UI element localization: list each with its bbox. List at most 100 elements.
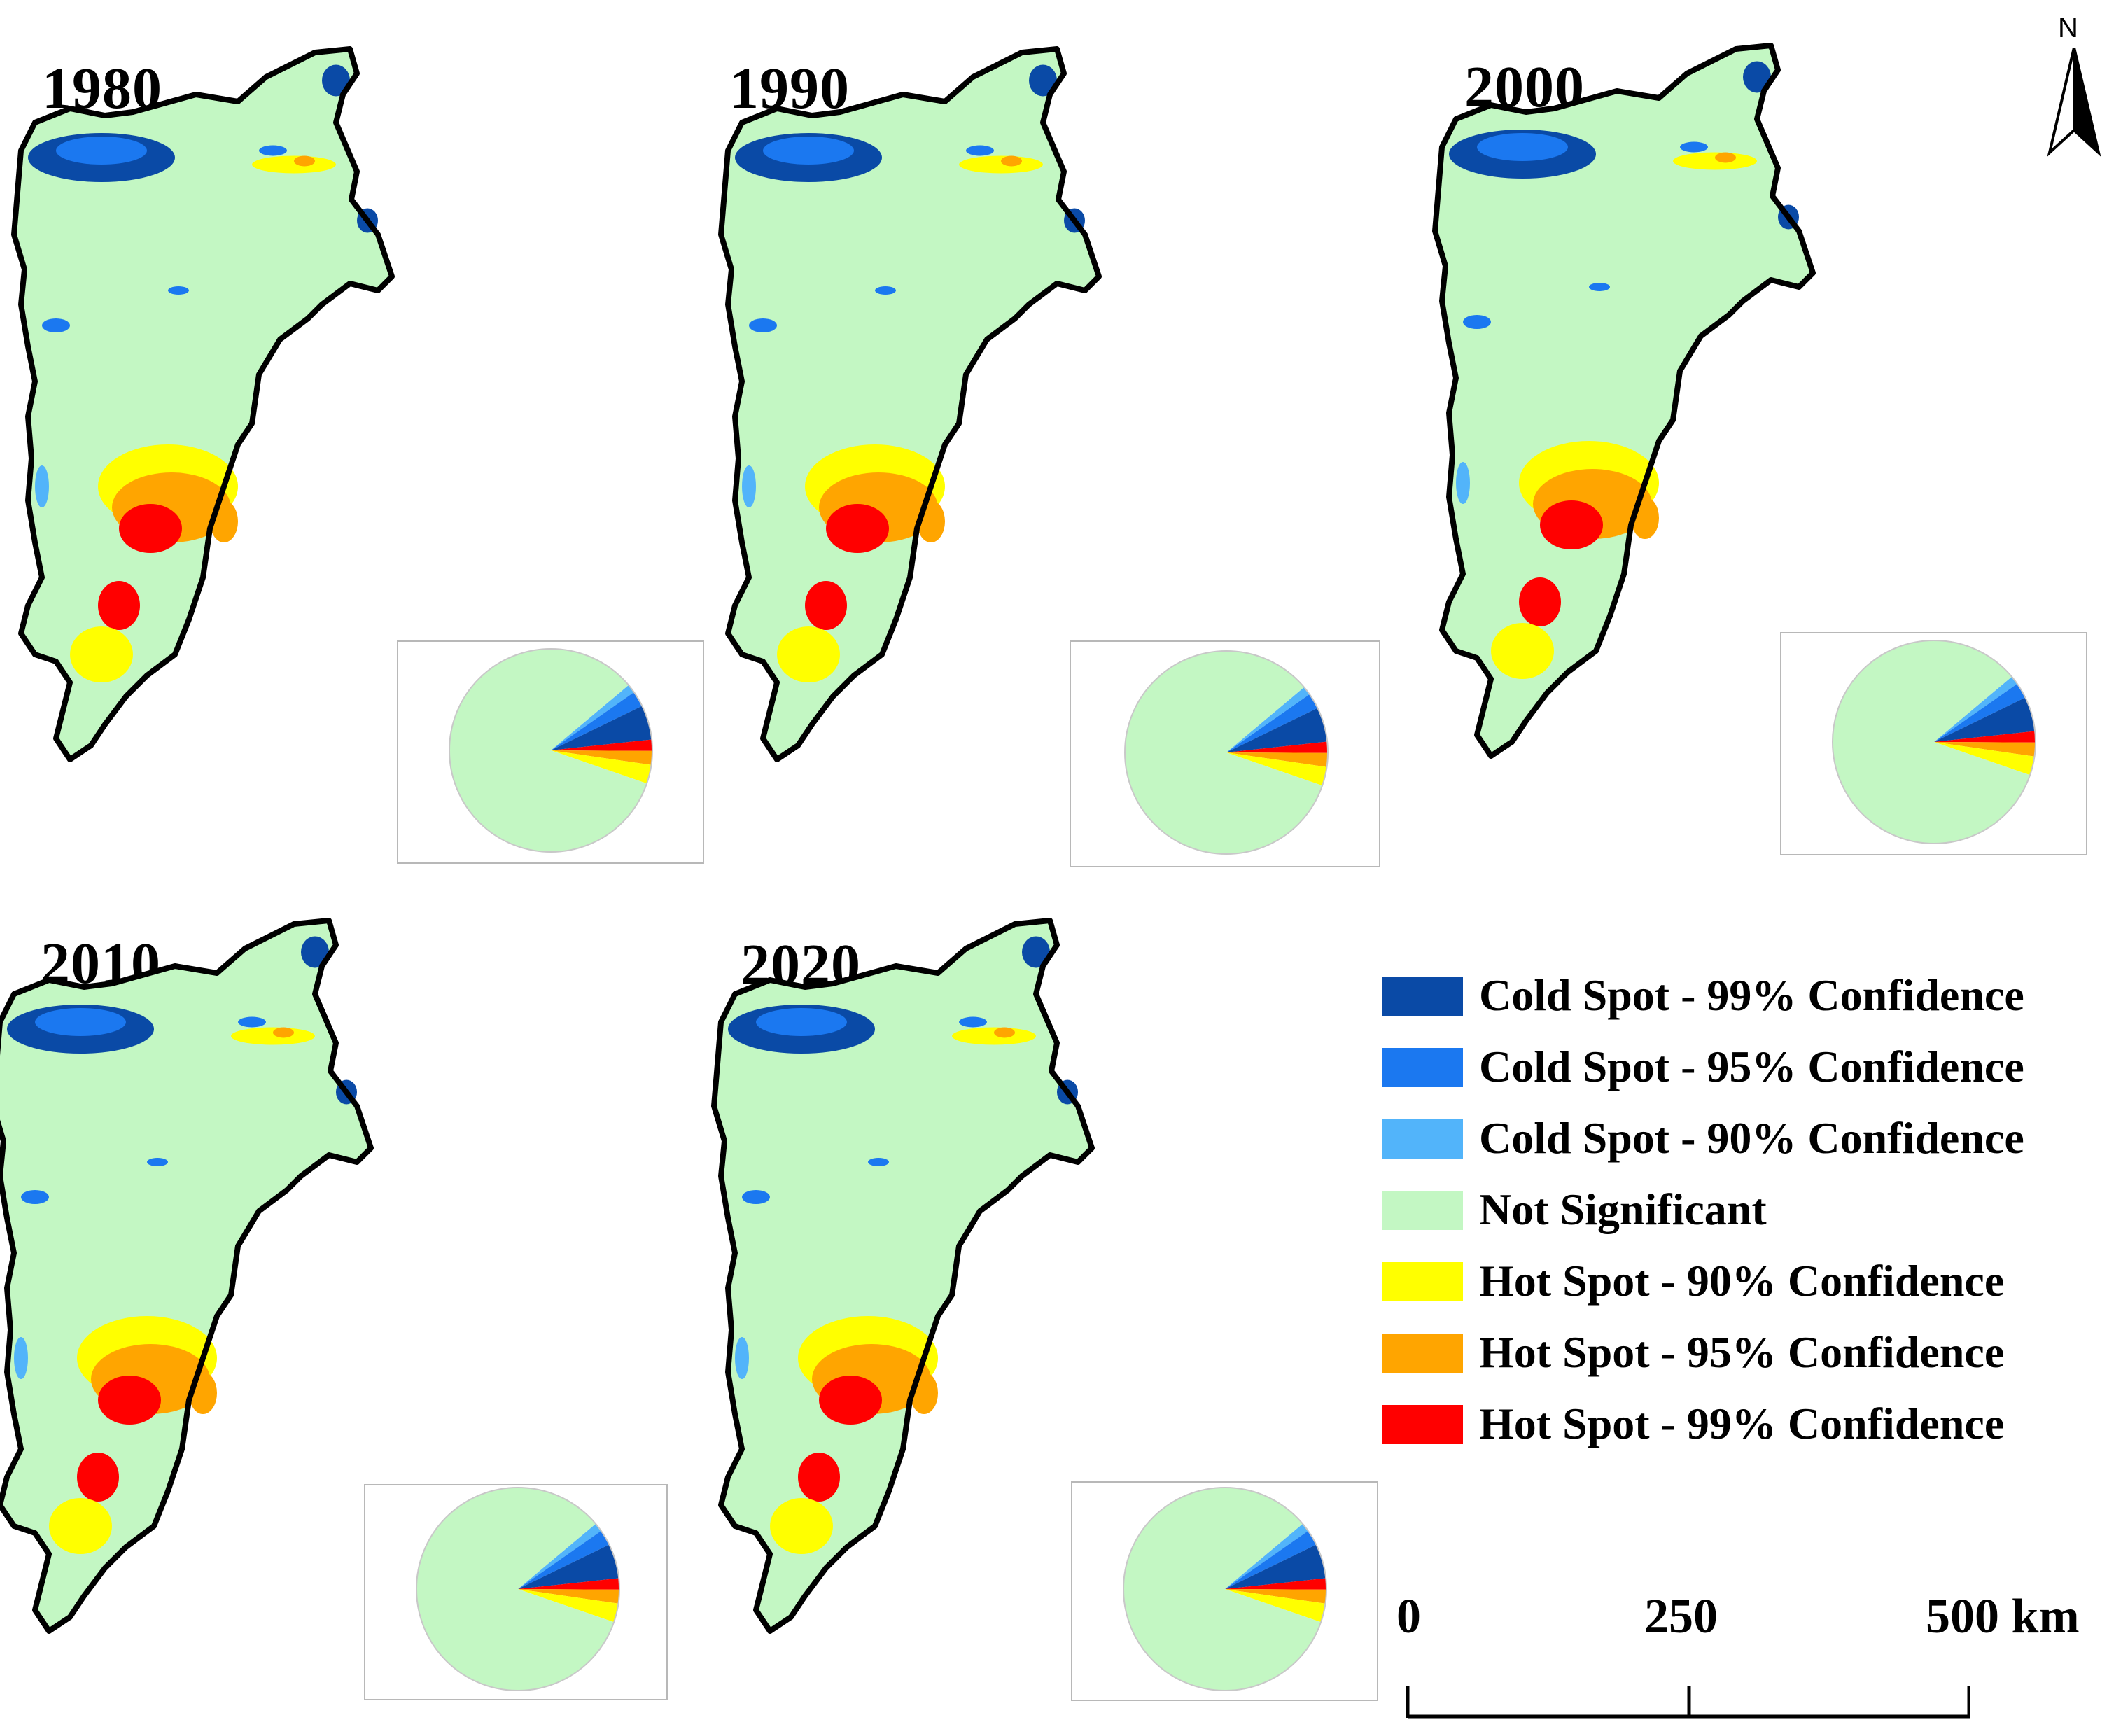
- west-cold-90: [742, 465, 756, 507]
- pie-slice-2: [1934, 676, 2017, 742]
- pie-rim: [449, 648, 653, 853]
- map-panel-2000: 2000: [1421, 0, 2123, 875]
- pie-rim: [1123, 1487, 1327, 1691]
- legend-label: Cold Spot - 95% Confidence: [1479, 1042, 2024, 1091]
- southtip-hot-90: [49, 1498, 112, 1554]
- west-cold-90: [1456, 462, 1470, 504]
- legend-swatch: [1382, 1119, 1463, 1158]
- legend-label: Not Significant: [1479, 1184, 1767, 1234]
- pie-slice-1: [518, 1530, 610, 1589]
- pie-rim: [1124, 650, 1329, 855]
- pie-slice-6: [1226, 741, 1328, 753]
- northwest-cold-95: [763, 136, 854, 164]
- northwest-cold-95: [35, 1008, 126, 1036]
- proportion-pie: [1123, 1487, 1327, 1691]
- pie-slice-4: [1226, 752, 1327, 786]
- central-cold-95: [868, 1158, 889, 1166]
- pie-slice-2: [1226, 687, 1310, 752]
- pie-slice-4: [551, 750, 652, 784]
- pie-inset: [364, 1484, 668, 1700]
- pie-slice-2: [551, 685, 634, 750]
- region-boundary: [711, 918, 1095, 1634]
- south-hot-99: [826, 504, 889, 553]
- northeast-cold-95: [959, 1016, 987, 1028]
- legend-label: Cold Spot - 90% Confidence: [1479, 1113, 2024, 1163]
- legend-swatch: [1382, 1048, 1463, 1087]
- pie-slice-0: [551, 706, 652, 750]
- northeast-cold-99: [1743, 61, 1771, 93]
- pie-slice-6: [1225, 1578, 1326, 1590]
- proportion-pie: [416, 1487, 620, 1691]
- region-boundary: [1432, 43, 1816, 759]
- south-hot-99: [1540, 500, 1603, 550]
- scale-bar-line: [1406, 1686, 1970, 1718]
- pie-slice-5: [1225, 1589, 1326, 1604]
- southwest-hot-99: [798, 1452, 840, 1502]
- legend-label: Hot Spot - 99% Confidence: [1479, 1399, 2005, 1448]
- scale-label-500: 500 km: [1926, 1590, 2080, 1644]
- west-cold-95: [1463, 315, 1491, 329]
- west-cold-95: [749, 318, 777, 332]
- region-area: [1435, 46, 1813, 756]
- pie-slice-0: [1225, 1544, 1326, 1589]
- east-hot-90: [1673, 152, 1757, 170]
- south-hot-99: [819, 1376, 882, 1424]
- northeast-cold-95: [966, 145, 994, 156]
- southtip-hot-90: [70, 626, 133, 682]
- north-label: N: [2058, 13, 2078, 43]
- region-boundary: [0, 918, 374, 1634]
- southtip-hot-90: [1491, 623, 1554, 679]
- southwest-hot-99: [1519, 578, 1561, 626]
- south-hot-99: [98, 1376, 161, 1424]
- pie-slice-0: [1934, 697, 2036, 742]
- region-boundary: [718, 46, 1102, 762]
- region-boundary: [11, 46, 395, 762]
- northeast-cold-99: [1022, 936, 1050, 968]
- east-hot-95: [273, 1027, 294, 1038]
- southwest-hot-99: [805, 581, 847, 630]
- map-panel-2010: 2010: [0, 875, 700, 1710]
- northeast-cold-99: [301, 936, 329, 968]
- pie-slice-2: [1225, 1523, 1308, 1589]
- east-hot-95: [1001, 155, 1022, 167]
- pie-slice-5: [1226, 752, 1328, 767]
- scale-label-0: 0: [1396, 1590, 1421, 1644]
- southwest-hot-99: [77, 1452, 119, 1502]
- pie-slice-1: [551, 692, 643, 750]
- region-map: [0, 918, 374, 1634]
- northeast-cold-95: [238, 1016, 266, 1028]
- northwest-cold-95: [1477, 133, 1568, 161]
- legend-swatch: [1382, 976, 1463, 1016]
- northeast-cold-95: [259, 145, 287, 156]
- pie-slice-3: [1833, 640, 2031, 844]
- pie-slice-3: [449, 649, 647, 852]
- central-cold-95: [147, 1158, 168, 1166]
- region-map: [11, 46, 395, 762]
- pie-slice-1: [1225, 1530, 1317, 1589]
- pie-inset: [1071, 1481, 1378, 1701]
- east-hot-90: [959, 155, 1043, 174]
- northwest-cold-95: [56, 136, 147, 164]
- legend-label: Hot Spot - 90% Confidence: [1479, 1256, 2005, 1306]
- pie-inset: [1780, 632, 2087, 855]
- pie-slice-1: [1934, 683, 2026, 742]
- pie-inset: [1070, 640, 1380, 867]
- pie-inset: [397, 640, 704, 864]
- west-cold-90: [735, 1337, 749, 1379]
- region-area: [714, 920, 1092, 1631]
- west-cold-95: [21, 1190, 49, 1204]
- pie-slice-0: [1226, 708, 1328, 752]
- pie-slice-6: [551, 739, 652, 751]
- central-cold-95: [168, 286, 189, 295]
- east-hot-90: [952, 1027, 1036, 1045]
- northwest-cold-95: [756, 1008, 847, 1036]
- region-map: [711, 918, 1095, 1634]
- southtip-hot-90: [777, 626, 840, 682]
- east-hot-90: [252, 155, 336, 174]
- east-hot-95: [1715, 152, 1736, 163]
- southwest-hot-99: [98, 581, 140, 630]
- north-arrow-icon: [2047, 48, 2101, 157]
- map-panel-1990: 1990: [700, 0, 1407, 875]
- pie-slice-3: [416, 1488, 615, 1690]
- west-cold-90: [14, 1337, 28, 1379]
